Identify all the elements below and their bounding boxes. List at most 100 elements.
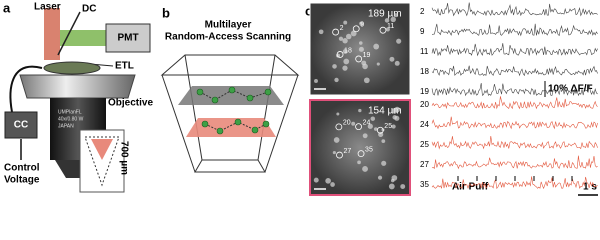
upper-plane [178,86,284,105]
cell-roi [355,55,363,63]
cell [343,20,348,25]
panel-b: b Multilayer Random-Access Scanning [160,5,300,173]
cell [330,182,335,187]
cell [381,160,387,166]
cell-label: 35 [365,146,373,153]
lens-text: JAPAN [58,123,74,129]
trace-label: 35 [420,180,429,189]
stimulus-label: Air Puff [452,182,489,193]
focal-cone [91,139,113,160]
cell-label: 11 [387,23,394,30]
laser-label: Laser [34,2,61,13]
cc-label: CC [14,120,28,131]
dc-label: DC [82,4,96,15]
figure: a Laser DC PMT ETL UMPlanFL 40x/0.80 W J… [3,0,598,196]
cell [373,127,378,131]
etl [43,61,101,75]
lens-text: 40x/0.80 W [58,116,84,122]
cell-label: 9 [360,22,364,29]
cell [314,79,318,83]
cell [334,77,339,83]
pmt-box [105,23,151,53]
cell [362,133,368,139]
cell [390,16,396,23]
cell [342,38,348,44]
cell [332,151,336,155]
trace [431,155,598,170]
cell [391,124,396,129]
laser-beam [44,8,60,60]
cell [357,160,361,165]
cell-roi [357,150,365,158]
trace-label: 27 [420,160,429,169]
cell [325,178,331,184]
cell-roi [355,123,362,131]
panel-label: c [305,3,312,18]
frustum-edges [161,54,299,173]
cell [381,139,386,144]
cell [342,65,348,71]
cell-label: 20 [343,120,351,127]
panel-a: a Laser DC PMT ETL UMPlanFL 40x/0.80 W J… [3,0,153,193]
dichroic [57,11,81,56]
cell [336,112,340,116]
cell [333,137,340,143]
scale-label: 10% ΔF/F [548,84,593,95]
control-voltage: Control [4,163,40,174]
cell [346,33,352,40]
cell [391,108,398,114]
cell [376,62,380,66]
lower-plane [186,118,276,137]
lens-text: UMPlanFL [58,109,82,115]
cell-label: 24 [363,120,371,127]
depth-label: 700 µm [118,141,129,175]
trace [431,176,598,190]
image-depth: 189 µm [368,9,402,20]
trace [431,65,598,77]
trace-label: 20 [420,100,429,109]
frustum-bottom [194,159,266,173]
cell [373,43,380,50]
etl-label: ETL [115,61,134,72]
cell [332,64,337,69]
cell [351,121,356,126]
cell-roi [335,123,343,131]
trace-label: 11 [420,47,429,56]
cell-roi [336,51,344,58]
cell [313,177,319,183]
cell [359,21,364,26]
cell-label: 25 [384,123,392,130]
cell [396,38,402,44]
cell [362,63,368,70]
cell [370,116,376,121]
cell [389,56,395,62]
panel-label: a [3,0,11,15]
cell [358,41,363,45]
trace-label: 9 [420,27,425,36]
cell [358,108,362,113]
pmt-label: PMT [117,33,138,44]
cell [394,60,400,66]
cell [400,184,406,189]
cell [318,29,324,35]
trace-label: 2 [420,7,425,16]
cell [343,58,350,65]
cell [388,183,395,190]
trace-label: 19 [420,87,429,96]
cell-roi [336,151,343,159]
panel-title: Random-Access Scanning [165,32,291,43]
emission-beam [60,30,108,46]
trace [431,82,598,97]
time-label: 1 s [583,182,597,193]
cell [363,77,370,84]
cell [385,27,390,32]
cell [367,123,373,129]
trace-label: 18 [420,67,429,76]
objective-plate [19,74,136,99]
cell-roi [352,25,360,33]
panel-label: b [162,5,170,20]
cell-roi [379,26,387,34]
trace-label: 24 [420,120,429,129]
cell [394,115,400,121]
trace [431,2,598,17]
